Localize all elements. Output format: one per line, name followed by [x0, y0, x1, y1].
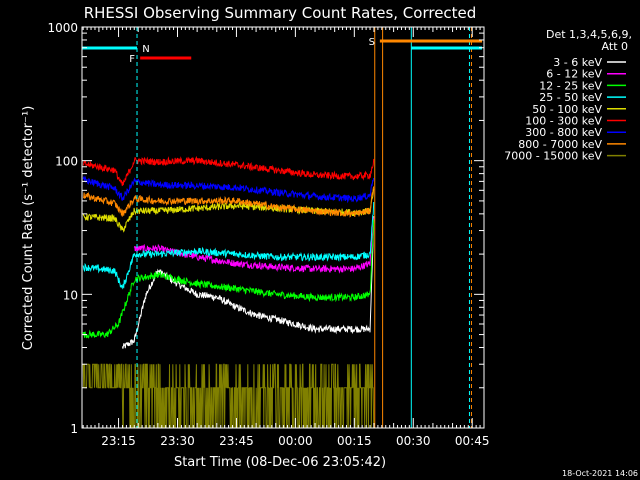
series-line-5 — [82, 155, 375, 187]
y-axis-label: Corrected Count Rate (s⁻¹ detector⁻¹) — [21, 106, 36, 351]
flag-label-N: N — [142, 44, 149, 55]
series-line-0 — [122, 216, 375, 349]
series-line-8 — [82, 363, 375, 429]
legend-label-8: 7000 - 15000 keV — [504, 150, 602, 163]
legend-label-5: 100 - 300 keV — [525, 115, 602, 128]
chart-title: RHESSI Observing Summary Count Rates, Co… — [84, 4, 477, 22]
series-line-2 — [82, 219, 375, 339]
y-tick-label: 1 — [70, 422, 78, 436]
y-tick-label: 100 — [55, 155, 78, 169]
legend-header-line-1: Det 1,3,4,5,6,9, — [546, 28, 632, 41]
flag-label-F: F — [129, 54, 135, 65]
plot-layer: NF S — [82, 27, 483, 429]
series-line-3 — [82, 201, 375, 290]
x-tick-label: 00:45 — [455, 434, 490, 448]
series-line-7 — [82, 186, 375, 218]
legend-label-2: 12 - 25 keV — [539, 79, 602, 92]
legend-label-4: 50 - 100 keV — [532, 103, 602, 116]
x-tick-label: 23:15 — [101, 434, 136, 448]
y-tick-label: 10 — [63, 288, 78, 302]
x-tick-label: 00:15 — [337, 434, 372, 448]
legend-label-1: 6 - 12 keV — [546, 68, 602, 81]
legend-label-7: 800 - 7000 keV — [518, 138, 602, 151]
legend-label-0: 3 - 6 keV — [553, 56, 602, 69]
footer-timestamp: 18-Oct-2021 14:06 — [562, 469, 638, 478]
axes-layer: 1 10 100 1000 23:15 23:30 23:45 00:00 00:15 00:30… — [47, 21, 489, 448]
x-tick-label: 00:30 — [396, 434, 431, 448]
x-axis-label: Start Time (08-Dec-06 23:05:42) — [174, 455, 386, 470]
flag-label-S: S — [369, 37, 375, 48]
x-tick-label: 23:30 — [160, 434, 195, 448]
legend-label-6: 300 - 800 keV — [525, 126, 602, 139]
series-line-1 — [133, 217, 375, 274]
plot-frame — [81, 26, 485, 429]
legend-label-3: 25 - 50 keV — [539, 91, 602, 104]
series-line-6 — [82, 175, 375, 204]
legend-header-line-2: Att 0 — [602, 40, 628, 53]
y-tick-label: 1000 — [47, 21, 78, 35]
x-tick-label: 00:00 — [278, 434, 313, 448]
x-tick-label: 23:45 — [219, 434, 254, 448]
